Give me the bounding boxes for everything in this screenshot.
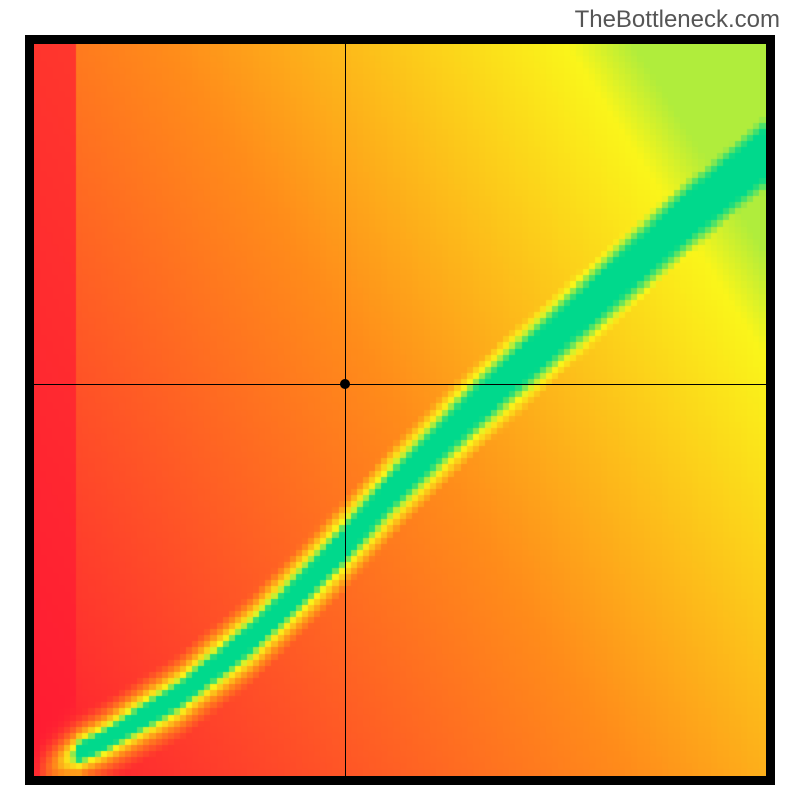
heatmap-canvas <box>34 44 766 776</box>
crosshair-horizontal <box>34 384 766 385</box>
chart-container: TheBottleneck.com <box>0 0 800 800</box>
watermark-text: TheBottleneck.com <box>575 6 780 34</box>
crosshair-vertical <box>345 44 346 776</box>
plot-frame <box>25 35 775 785</box>
crosshair-dot <box>340 379 350 389</box>
